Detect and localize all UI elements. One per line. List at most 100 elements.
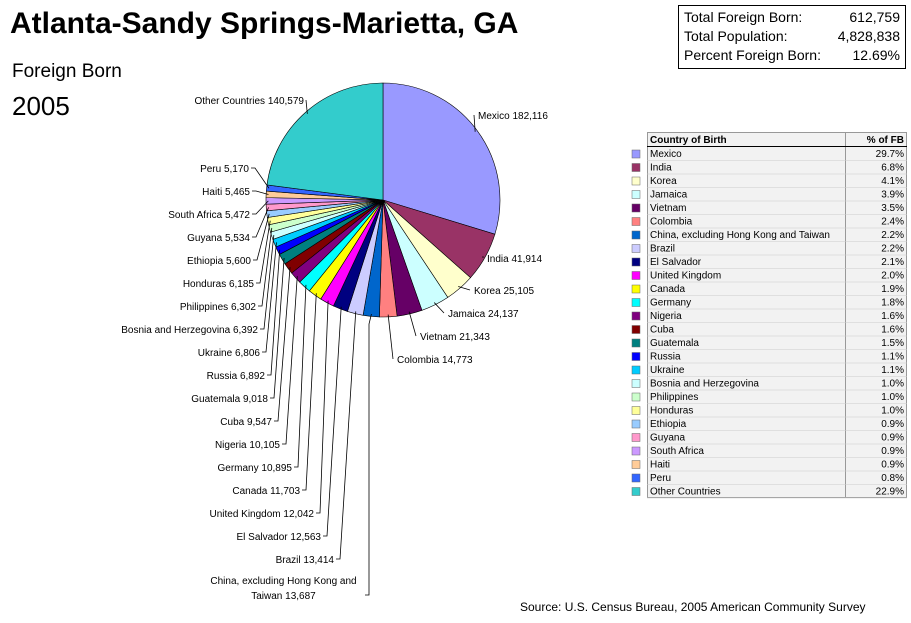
legend-swatch xyxy=(631,473,641,483)
data-label: Nigeria 10,105 xyxy=(215,440,280,451)
legend-swatch xyxy=(631,163,641,172)
leader-line xyxy=(252,200,269,215)
table-percent: 1.0% xyxy=(881,392,904,403)
data-label: Russia 6,892 xyxy=(207,371,266,382)
table-percent: 1.0% xyxy=(881,379,904,390)
table-header: Country of Birth xyxy=(650,135,727,146)
legend-swatch xyxy=(631,311,641,321)
data-label: Jamaica 24,137 xyxy=(448,309,519,320)
table-country: Honduras xyxy=(650,406,693,417)
data-label: United Kingdom 12,042 xyxy=(209,509,314,520)
legend-swatch xyxy=(631,230,641,240)
data-label: Honduras 6,185 xyxy=(183,279,255,290)
table-country: Korea xyxy=(650,176,677,187)
data-label-name: Guatemala xyxy=(191,394,240,405)
data-label: Colombia 14,773 xyxy=(397,355,473,366)
data-label-name: Ethiopia xyxy=(187,256,224,267)
data-label-value: 25,105 xyxy=(503,286,534,297)
data-label-name: China, excluding Hong Kong and Taiwan xyxy=(210,576,357,602)
leader-line xyxy=(253,213,270,261)
data-label: Cuba 9,547 xyxy=(220,417,272,428)
table-country: Philippines xyxy=(650,392,698,403)
data-label-value: 5,465 xyxy=(225,187,250,198)
data-label-value: 13,687 xyxy=(285,591,316,602)
data-label: El Salvador 12,563 xyxy=(236,532,321,543)
leader-line xyxy=(305,99,308,114)
summary-value: 612,759 xyxy=(849,9,900,25)
table-percent: 0.9% xyxy=(881,446,904,457)
data-label-value: 10,895 xyxy=(261,463,292,474)
table-country: Russia xyxy=(650,352,681,363)
data-label-name: Nigeria xyxy=(215,440,247,451)
data-label-name: India xyxy=(487,254,509,265)
data-label-name: Peru xyxy=(200,164,221,175)
data-label: Korea 25,105 xyxy=(474,286,534,297)
data-label-value: 182,116 xyxy=(512,111,548,122)
pie-slice xyxy=(266,82,384,201)
data-label: Vietnam 21,343 xyxy=(420,332,490,343)
summary-label: Total Foreign Born: xyxy=(684,9,802,25)
data-label-name: Russia xyxy=(207,371,238,382)
table-percent: 1.1% xyxy=(881,352,904,363)
leader-line xyxy=(433,302,445,314)
chart-title: Atlanta-Sandy Springs-Marietta, GA xyxy=(10,7,518,40)
table-percent: 1.6% xyxy=(881,325,904,336)
data-label-name: Philippines xyxy=(180,302,228,313)
chart-year: 2005 xyxy=(12,91,70,121)
leader-line xyxy=(323,306,342,537)
data-label-value: 6,302 xyxy=(231,302,256,313)
table-country: Canada xyxy=(650,284,685,295)
legend-swatch xyxy=(631,149,641,159)
legend-swatch xyxy=(631,433,641,442)
table-country: Cuba xyxy=(650,325,674,336)
legend-swatch xyxy=(631,406,641,415)
table-country: India xyxy=(650,163,672,174)
data-label-name: Guyana xyxy=(187,233,222,244)
data-label-value: 6,892 xyxy=(240,371,265,382)
table-country: Haiti xyxy=(650,460,670,471)
source-note: Source: U.S. Census Bureau, 2005 America… xyxy=(520,600,866,614)
table-country: Ukraine xyxy=(650,365,685,376)
leader-line xyxy=(336,311,357,560)
data-label: Brazil 13,414 xyxy=(276,555,335,566)
data-label: Ethiopia 5,600 xyxy=(187,256,251,267)
data-label-value: 5,472 xyxy=(225,210,250,221)
data-label-value: 11,703 xyxy=(270,486,300,497)
data-label-value: 21,343 xyxy=(459,332,490,343)
table-country: Bosnia and Herzegovina xyxy=(650,379,759,390)
table-percent: 3.9% xyxy=(881,190,904,201)
data-label-value: 6,392 xyxy=(233,325,258,336)
leader-line xyxy=(387,314,394,360)
table-country: Other Countries xyxy=(650,487,721,498)
table-country: South Africa xyxy=(650,446,704,457)
table-percent: 1.0% xyxy=(881,406,904,417)
table-country: United Kingdom xyxy=(650,271,721,282)
pie-slice xyxy=(382,82,501,235)
data-label-value: 14,773 xyxy=(442,355,473,366)
table-header: % of FB xyxy=(867,135,904,146)
leader-line xyxy=(270,257,285,399)
data-label-value: 6,185 xyxy=(229,279,254,290)
legend-swatch xyxy=(631,419,641,429)
data-label: China, excluding Hong Kong and Taiwan 13… xyxy=(196,574,371,604)
data-label-value: 140,579 xyxy=(268,96,305,107)
table-country: Guyana xyxy=(650,433,685,444)
data-label-name: El Salvador xyxy=(236,532,288,543)
table-country: China, excluding Hong Kong and Taiwan xyxy=(650,230,830,241)
table-country: Ethiopia xyxy=(650,419,687,430)
data-label: Philippines 6,302 xyxy=(180,302,257,313)
legend-swatch xyxy=(631,244,641,253)
data-label: Haiti 5,465 xyxy=(202,187,250,198)
table-country: Vietnam xyxy=(650,203,687,214)
data-label-value: 9,018 xyxy=(243,394,268,405)
summary-value: 12.69% xyxy=(853,47,900,63)
table-percent: 3.5% xyxy=(881,203,904,214)
table-percent: 0.9% xyxy=(881,419,904,430)
table-percent: 29.7% xyxy=(876,149,904,160)
table-country: Brazil xyxy=(650,244,675,255)
data-label: Guyana 5,534 xyxy=(187,233,250,244)
data-label-name: Mexico xyxy=(478,111,510,122)
data-label: Guatemala 9,018 xyxy=(191,394,268,405)
table-percent: 4.1% xyxy=(881,176,904,187)
leader-line xyxy=(252,207,269,238)
